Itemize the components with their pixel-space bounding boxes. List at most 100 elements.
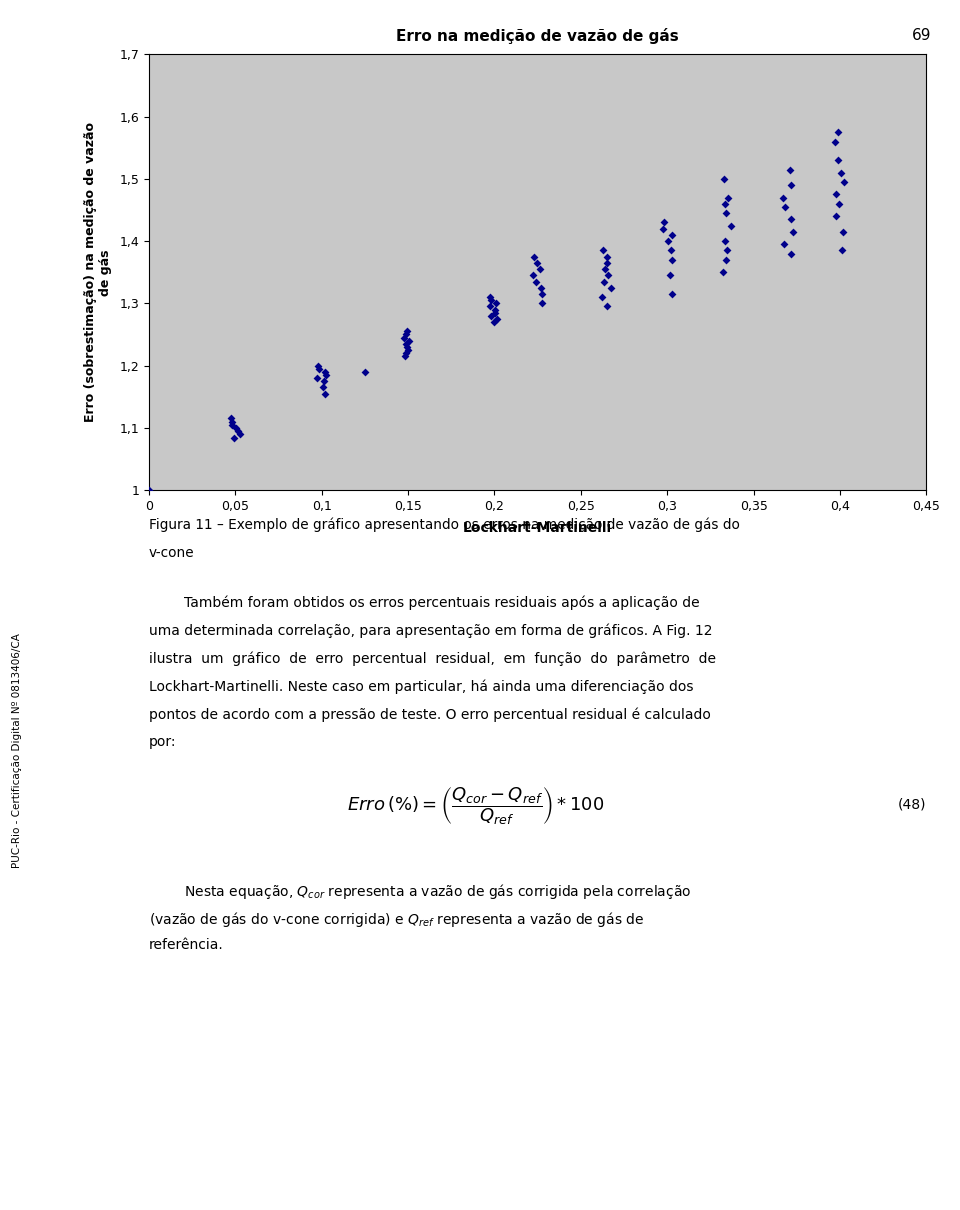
Point xyxy=(785,223,801,242)
Point xyxy=(227,428,242,448)
Point xyxy=(398,344,414,363)
Point xyxy=(596,272,612,292)
Point xyxy=(830,122,846,142)
Point xyxy=(663,241,679,260)
Point xyxy=(483,290,498,310)
Text: uma determinada correlação, para apresentação em forma de gráficos. A Fig. 12: uma determinada correlação, para apresen… xyxy=(149,623,712,638)
Point xyxy=(535,294,550,313)
Point xyxy=(716,169,732,189)
Text: PUC-Rio - Certificação Digital Nº 0813406/CA: PUC-Rio - Certificação Digital Nº 081340… xyxy=(12,633,22,868)
Point xyxy=(230,421,246,440)
Point xyxy=(482,288,497,307)
Point xyxy=(401,332,417,351)
Point xyxy=(835,223,851,242)
Point xyxy=(715,263,731,282)
Point xyxy=(228,419,244,438)
Text: pontos de acordo com a pressão de teste. O erro percentual residual é calculado: pontos de acordo com a pressão de teste.… xyxy=(149,707,710,721)
Point xyxy=(529,253,544,272)
Text: referência.: referência. xyxy=(149,938,224,952)
Point xyxy=(397,346,413,365)
Text: (vazão de gás do v-cone corrigida) e $Q_{ref}$ representa a vazão de gás de: (vazão de gás do v-cone corrigida) e $Q_… xyxy=(149,910,644,929)
Point xyxy=(664,250,680,270)
Point xyxy=(318,384,333,403)
Point xyxy=(482,296,497,316)
X-axis label: Lockhart-Martinelli: Lockhart-Martinelli xyxy=(463,522,612,535)
Point xyxy=(828,185,844,204)
Point xyxy=(782,160,798,179)
Point xyxy=(833,163,849,183)
Point xyxy=(141,480,156,500)
Point xyxy=(783,209,799,229)
Point xyxy=(484,306,499,325)
Text: ilustra  um  gráfico  de  erro  percentual  residual,  em  função  do  parâmetro: ilustra um gráfico de erro percentual re… xyxy=(149,651,716,666)
Point xyxy=(526,266,541,286)
Title: Erro na medição de vazão de gás: Erro na medição de vazão de gás xyxy=(396,28,679,44)
Point xyxy=(224,415,239,434)
Point xyxy=(718,203,733,223)
Text: Também foram obtidos os erros percentuais residuais após a aplicação de: Também foram obtidos os erros percentuai… xyxy=(149,595,700,610)
Point xyxy=(718,194,733,213)
Point xyxy=(724,215,739,235)
Text: $\mathit{Erro\,(\%)} = \left( \dfrac{Q_{cor} - Q_{ref}}{Q_{ref}} \right) * 100$: $\mathit{Erro\,(\%)} = \left( \dfrac{Q_{… xyxy=(347,785,604,826)
Point xyxy=(776,235,791,254)
Point xyxy=(488,300,503,319)
Point xyxy=(232,425,248,444)
Point xyxy=(778,197,793,217)
Point xyxy=(399,338,415,357)
Y-axis label: Erro (sobrestimação) na medição de vazão
de gás: Erro (sobrestimação) na medição de vazão… xyxy=(84,122,112,422)
Point xyxy=(528,272,543,292)
Point xyxy=(601,266,616,286)
Point xyxy=(599,253,614,272)
Point xyxy=(318,362,333,381)
Point xyxy=(533,278,548,298)
Point xyxy=(836,172,852,191)
Point xyxy=(597,259,612,278)
Point xyxy=(398,324,414,344)
Text: Nesta equação, $Q_{cor}$ representa a vazão de gás corrigida pela correlação: Nesta equação, $Q_{cor}$ representa a va… xyxy=(149,882,691,901)
Point xyxy=(783,175,799,195)
Point xyxy=(396,328,412,347)
Point xyxy=(828,132,843,151)
Point xyxy=(224,411,239,431)
Point xyxy=(315,378,330,397)
Point xyxy=(319,365,334,385)
Point xyxy=(532,259,547,278)
Point xyxy=(830,194,846,213)
Point xyxy=(776,188,791,207)
Text: por:: por: xyxy=(149,734,177,749)
Text: Figura 11 – Exemplo de gráfico apresentando os erros na medição de vazão de gás : Figura 11 – Exemplo de gráfico apresenta… xyxy=(149,518,739,532)
Point xyxy=(223,409,238,428)
Point xyxy=(487,312,502,332)
Point xyxy=(720,188,735,207)
Point xyxy=(830,150,846,169)
Point xyxy=(316,371,331,391)
Text: 69: 69 xyxy=(912,28,931,42)
Point xyxy=(719,241,734,260)
Text: Lockhart-Martinelli. Neste caso em particular, há ainda uma diferenciação dos: Lockhart-Martinelli. Neste caso em parti… xyxy=(149,679,693,693)
Point xyxy=(596,241,612,260)
Point xyxy=(487,302,502,322)
Point xyxy=(400,340,416,359)
Point xyxy=(309,368,324,387)
Point xyxy=(664,284,680,304)
Point xyxy=(718,250,733,270)
Point xyxy=(311,356,326,375)
Point xyxy=(357,362,372,381)
Point xyxy=(490,310,505,329)
Point xyxy=(783,244,799,264)
Text: (48): (48) xyxy=(898,797,926,811)
Point xyxy=(599,296,614,316)
Point xyxy=(594,288,610,307)
Point xyxy=(828,207,843,226)
Point xyxy=(660,231,676,250)
Text: v-cone: v-cone xyxy=(149,546,195,560)
Point xyxy=(535,284,550,304)
Point xyxy=(311,359,326,379)
Point xyxy=(600,247,615,266)
Point xyxy=(398,334,414,353)
Point xyxy=(834,241,850,260)
Point xyxy=(718,231,733,250)
Point xyxy=(526,247,541,266)
Point xyxy=(488,294,503,313)
Point xyxy=(603,278,618,298)
